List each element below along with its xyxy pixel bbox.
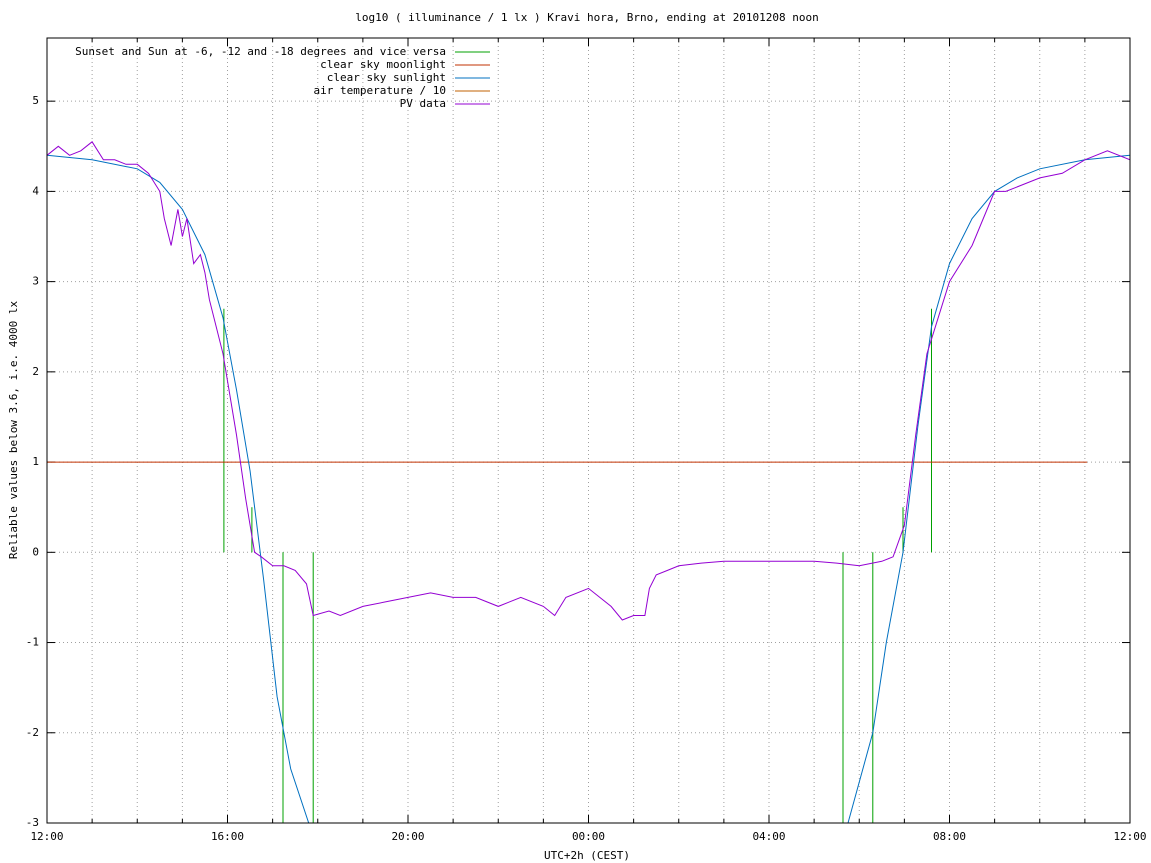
y-tick-label: -1 [26, 636, 39, 649]
y-tick-label: -3 [26, 816, 39, 829]
x-tick-label: 00:00 [572, 830, 605, 843]
plot-border [46, 37, 1131, 824]
legend-label: clear sky sunlight [327, 71, 446, 84]
x-tick-label: 16:00 [211, 830, 244, 843]
y-tick-label: 2 [32, 365, 39, 378]
y-tick-label: 1 [32, 455, 39, 468]
x-tick-label: 12:00 [1113, 830, 1146, 843]
series-line [47, 154, 310, 823]
x-tick-label: 04:00 [752, 830, 785, 843]
legend-label: Sunset and Sun at -6, -12 and -18 degree… [75, 45, 446, 58]
series-line [847, 154, 1130, 823]
y-tick-label: 3 [32, 275, 39, 288]
y-tick-label: -2 [26, 726, 39, 739]
legend-label: air temperature / 10 [314, 84, 446, 97]
y-tick-label: 4 [32, 184, 39, 197]
y-axis-label: Reliable values below 3.6, i.e. 4000 lx [7, 300, 20, 559]
chart-title: log10 ( illuminance / 1 lx ) Kravi hora,… [355, 11, 819, 24]
plot-area [47, 141, 1130, 823]
legend-label: clear sky moonlight [320, 58, 446, 71]
y-tick-label: 5 [32, 94, 39, 107]
x-tick-label: 20:00 [391, 830, 424, 843]
x-axis-label: UTC+2h (CEST) [544, 849, 630, 862]
y-tick-label: 0 [32, 545, 39, 558]
x-tick-label: 12:00 [30, 830, 63, 843]
legend-label: PV data [400, 97, 446, 110]
series-line [47, 141, 1130, 621]
x-tick-label: 08:00 [933, 830, 966, 843]
